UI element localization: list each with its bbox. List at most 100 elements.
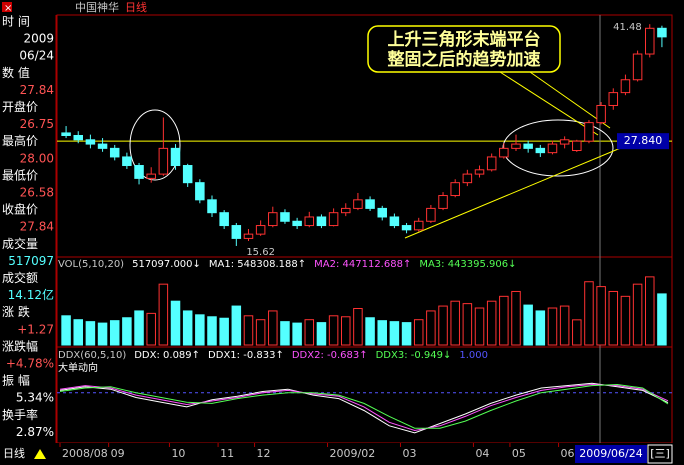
volume-bar <box>486 300 497 346</box>
candle-body <box>304 216 315 227</box>
candle-body <box>559 139 570 145</box>
volume-bar <box>547 307 558 346</box>
close-button[interactable] <box>2 2 12 12</box>
ddx-header: DDX2: -0.683↑ <box>292 350 368 361</box>
info-line: 最高价 <box>2 133 38 148</box>
info-line: 涨 跌 <box>2 304 30 319</box>
candle-body <box>85 139 96 145</box>
candle-body <box>353 199 363 209</box>
candle-body <box>401 225 412 231</box>
candle-body <box>584 122 594 142</box>
ddx-line <box>59 382 669 434</box>
volume-bar <box>268 310 278 346</box>
volume-bar <box>462 303 473 346</box>
candle-body <box>292 220 302 227</box>
volume-bar <box>645 276 655 346</box>
annotation-box <box>367 25 561 73</box>
info-line: 开盘价 <box>2 99 38 114</box>
volume-bar <box>450 300 460 346</box>
volume-bar <box>146 312 156 346</box>
candle-body <box>97 143 108 149</box>
info-line: 517097 <box>8 254 54 268</box>
volume-bar <box>292 322 302 346</box>
volume-bar <box>97 322 108 346</box>
stock-name: 中国神华 <box>75 0 119 14</box>
candle-body <box>572 140 582 152</box>
volume-bar <box>280 321 290 346</box>
candle-body <box>499 147 509 158</box>
price-tag-box <box>617 133 669 150</box>
close-icon[interactable]: × <box>4 3 12 14</box>
ddx-header: DDX: 0.089↑ <box>134 350 200 361</box>
x-tick-label: 10 <box>171 447 185 460</box>
weekday-box <box>647 444 673 464</box>
info-line: 5.34% <box>16 391 54 405</box>
candle-body <box>316 216 327 227</box>
volume-bar <box>255 319 266 346</box>
ddx-line <box>59 383 669 432</box>
candle-body <box>280 212 290 222</box>
ddx-header: 1.000 <box>459 350 488 361</box>
info-line: 28.00 <box>20 151 54 165</box>
vol-header: VOL(5,10,20) <box>58 259 124 270</box>
candle-body <box>462 173 473 184</box>
volume-bar <box>511 290 521 346</box>
high-label: 41.48 <box>613 22 642 33</box>
vol-header: MA2: 447112.688↑ <box>314 259 411 270</box>
volume-bar <box>170 300 181 346</box>
volume-bar <box>474 307 485 346</box>
ddx-header: DDX(60,5,10) <box>58 350 126 361</box>
volume-bar <box>499 295 509 346</box>
ddx-line <box>59 383 669 429</box>
volume-bar <box>377 320 387 346</box>
volume-bar <box>401 322 412 346</box>
volume-bar <box>365 317 375 346</box>
info-line: 27.84 <box>20 220 54 234</box>
volume-bar <box>182 310 193 346</box>
volume-bar <box>73 319 83 346</box>
volume-bar <box>158 283 169 346</box>
x-tick-label: 09 <box>111 447 125 460</box>
volume-bar <box>316 322 327 346</box>
info-line: 成交额 <box>2 270 38 285</box>
low-label: 15.62 <box>246 247 275 258</box>
candle-body <box>657 27 667 38</box>
volume-bar <box>389 321 400 346</box>
cursor-date: 2009/06/24 <box>579 447 642 460</box>
candle-body <box>122 156 132 167</box>
candle-body <box>547 143 558 154</box>
candle-body <box>438 195 448 209</box>
candle-body <box>645 27 655 55</box>
volume-bar <box>535 310 546 346</box>
volume-bar <box>608 290 619 346</box>
vol-header: MA3: 443395.906↓ <box>419 259 516 270</box>
candle-body <box>511 143 521 149</box>
volume-bar <box>632 283 643 346</box>
candle-body <box>243 233 254 239</box>
info-line: +4.78% <box>6 357 54 371</box>
candle-body <box>182 165 193 184</box>
volume-bar <box>438 305 448 346</box>
volume-bar <box>109 320 120 346</box>
info-line: 26.58 <box>20 186 54 200</box>
candle-body <box>268 212 278 227</box>
candle-body <box>608 92 619 106</box>
volume-bar <box>584 281 594 346</box>
candle-body <box>61 132 71 136</box>
trend-line <box>404 141 636 239</box>
period: 日线 <box>125 0 147 14</box>
tab-arrow[interactable] <box>34 449 46 459</box>
annotation: 上升三角形末端平台 <box>388 29 541 50</box>
candle-body <box>341 207 351 214</box>
candle-body <box>219 212 229 227</box>
info-line: 06/24 <box>19 49 54 63</box>
circle-mark <box>129 109 181 181</box>
volume-bar <box>426 310 436 346</box>
period-tab[interactable]: 日线 <box>3 446 25 460</box>
candle-body <box>450 182 460 197</box>
x-tick-label: 2009/02 <box>330 447 376 460</box>
volume-bar <box>328 315 339 346</box>
candle-body <box>426 207 436 222</box>
candle-body <box>486 156 497 171</box>
